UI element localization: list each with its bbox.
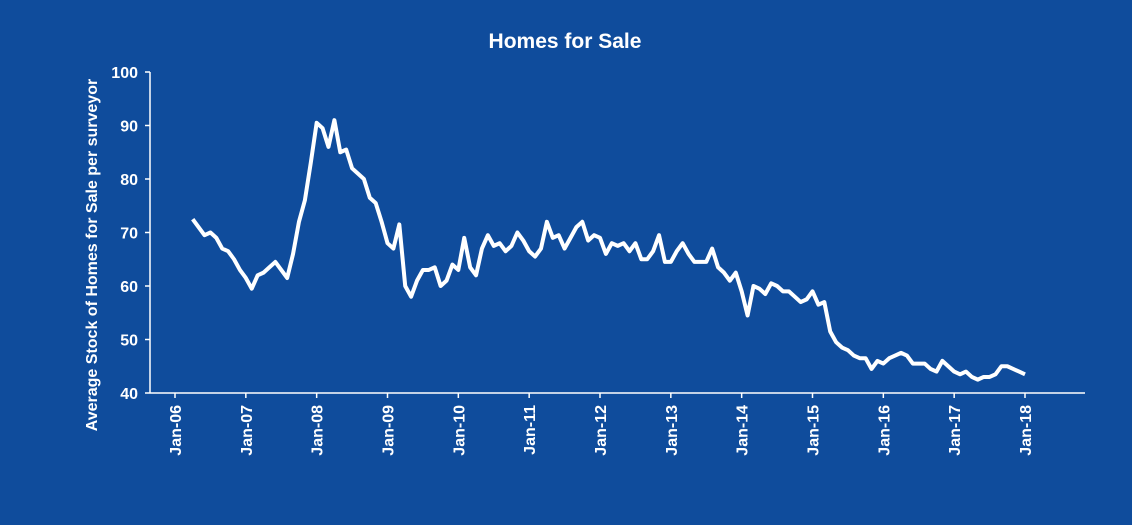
x-tick-label: Jan-14 bbox=[735, 405, 752, 456]
x-tick-label: Jan-06 bbox=[168, 405, 185, 456]
x-tick-label: Jan-13 bbox=[664, 405, 681, 456]
y-axis-label: Average Stock of Homes for Sale per surv… bbox=[84, 78, 101, 432]
y-tick-label: 80 bbox=[120, 172, 138, 189]
y-tick-label: 70 bbox=[120, 226, 138, 243]
y-tick-label: 60 bbox=[120, 279, 138, 296]
x-tick-label: Jan-09 bbox=[381, 405, 398, 456]
y-tick-label: 50 bbox=[120, 333, 138, 350]
x-tick-label: Jan-07 bbox=[239, 405, 256, 456]
data-line bbox=[191, 118, 1026, 382]
x-tick-label: Jan-10 bbox=[451, 405, 468, 456]
x-tick-label: Jan-16 bbox=[876, 405, 893, 456]
y-tick-label: 90 bbox=[120, 119, 138, 136]
x-tick-label: Jan-18 bbox=[1018, 405, 1035, 456]
x-tick-label: Jan-11 bbox=[522, 405, 539, 455]
y-tick-label: 100 bbox=[111, 65, 138, 82]
chart-title: Homes for Sale bbox=[489, 30, 642, 53]
x-tick-label: Jan-12 bbox=[593, 405, 610, 456]
x-tick-label: Jan-17 bbox=[947, 405, 964, 456]
x-tick-label: Jan-08 bbox=[310, 405, 327, 456]
y-tick-label: 40 bbox=[120, 386, 138, 403]
x-tick-label: Jan-15 bbox=[806, 405, 823, 456]
